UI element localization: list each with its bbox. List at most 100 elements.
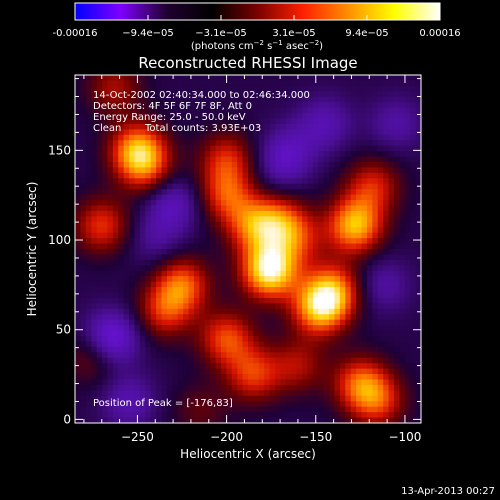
heatmap-cell (296, 107, 303, 114)
heatmap-cell (242, 379, 249, 386)
heatmap-cell (231, 75, 238, 82)
heatmap-cell (161, 254, 168, 261)
heatmap-cell (107, 384, 114, 391)
heatmap-cell (226, 151, 233, 158)
heatmap-cell (204, 401, 211, 408)
heatmap-cell (91, 319, 98, 326)
heatmap-cell (388, 406, 395, 413)
heatmap-cell (112, 178, 119, 185)
heatmap-cell (242, 200, 249, 207)
heatmap-cell (388, 379, 395, 386)
heatmap-cell (210, 232, 217, 239)
heatmap-cell (323, 183, 330, 190)
heatmap-cell (275, 243, 282, 250)
heatmap-cell (112, 417, 119, 423)
heatmap-cell (80, 156, 87, 163)
heatmap-cell (339, 85, 346, 92)
heatmap-cell (399, 254, 406, 261)
heatmap-cell (112, 276, 119, 283)
heatmap-cell (275, 183, 282, 190)
heatmap-cell (102, 390, 109, 397)
heatmap-cell (377, 395, 384, 402)
heatmap-cell (291, 330, 298, 337)
heatmap-cell (156, 200, 163, 207)
heatmap-cell (329, 352, 336, 359)
heatmap-cell (134, 281, 141, 288)
heatmap-cell (226, 270, 233, 277)
heatmap-cell (188, 243, 195, 250)
heatmap-cell (161, 172, 168, 179)
heatmap-cell (199, 113, 206, 120)
heatmap-cell (220, 395, 227, 402)
heatmap-cell (172, 276, 179, 283)
heatmap-cell (85, 308, 92, 315)
heatmap-cell (366, 102, 373, 109)
heatmap-cell (393, 129, 400, 136)
heatmap-cell (334, 85, 341, 92)
heatmap-cell (231, 145, 238, 152)
heatmap-cell (91, 265, 98, 272)
heatmap-cell (150, 194, 157, 201)
heatmap-cell (123, 243, 130, 250)
heatmap-cell (329, 243, 336, 250)
heatmap-cell (291, 75, 298, 82)
heatmap-cell (377, 297, 384, 304)
heatmap-cell (188, 238, 195, 245)
heatmap-cell (85, 232, 92, 239)
heatmap-cell (264, 287, 271, 294)
heatmap-cell (172, 238, 179, 245)
heatmap-cell (258, 221, 265, 228)
heatmap-cell (345, 178, 352, 185)
heatmap-cell (85, 151, 92, 158)
heatmap-cell (393, 134, 400, 141)
heatmap-cell (291, 118, 298, 125)
heatmap-cell (356, 232, 363, 239)
footer-timestamp: 13-Apr-2013 00:27 (401, 486, 495, 497)
heatmap-cell (296, 200, 303, 207)
heatmap-cell (253, 238, 260, 245)
heatmap-cell (145, 390, 152, 397)
heatmap-cell (177, 238, 184, 245)
heatmap-cell (356, 265, 363, 272)
heatmap-cell (296, 314, 303, 321)
heatmap-cell (242, 265, 249, 272)
heatmap-cell (269, 270, 276, 277)
heatmap-cell (248, 167, 255, 174)
heatmap-cell (366, 156, 373, 163)
heatmap-cell (323, 297, 330, 304)
heatmap-cell (177, 336, 184, 343)
heatmap-cell (404, 270, 411, 277)
heatmap-cell (345, 162, 352, 169)
heatmap-cell (220, 368, 227, 375)
heatmap-cell (318, 172, 325, 179)
heatmap-cell (415, 297, 421, 304)
heatmap-cell (285, 308, 292, 315)
heatmap-cell (258, 249, 265, 256)
heatmap-cell (361, 297, 368, 304)
heatmap-cell (345, 357, 352, 364)
heatmap-cell (166, 336, 173, 343)
heatmap-cell (210, 330, 217, 337)
heatmap-cell (334, 303, 341, 310)
heatmap-cell (339, 113, 346, 120)
heatmap-cell (302, 129, 309, 136)
heatmap-cell (193, 205, 200, 212)
heatmap-cell (199, 308, 206, 315)
heatmap-cell (123, 308, 130, 315)
heatmap-cell (215, 265, 222, 272)
heatmap-cell (134, 292, 141, 299)
heatmap-cell (399, 297, 406, 304)
heatmap-cell (393, 107, 400, 114)
heatmap-cell (129, 80, 136, 87)
heatmap-cell (150, 183, 157, 190)
heatmap-cell (323, 249, 330, 256)
heatmap-cell (107, 75, 114, 82)
heatmap-cell (123, 265, 130, 272)
heatmap-cell (393, 232, 400, 239)
heatmap-cell (215, 374, 222, 381)
heatmap-cell (350, 281, 357, 288)
heatmap-cell (220, 352, 227, 359)
heatmap-cell (312, 172, 319, 179)
heatmap-cell (107, 412, 114, 419)
heatmap-cell (123, 292, 130, 299)
